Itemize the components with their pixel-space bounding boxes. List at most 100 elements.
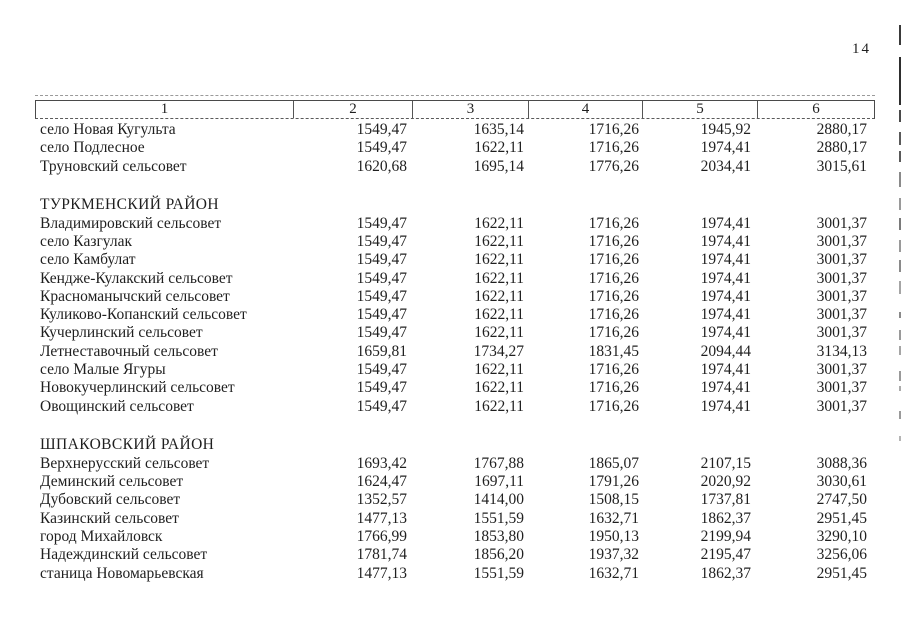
table-row: город Михайловск 1766,99 1853,80 1950,13 219… bbox=[35, 528, 875, 546]
tariff-value: 1624,47 bbox=[356, 473, 407, 491]
tariff-value: 1622,11 bbox=[474, 269, 524, 287]
table-row: село Подлесное 1549,47 1622,11 1716,26 1974,… bbox=[35, 139, 875, 157]
tariff-value: 1620,68 bbox=[356, 157, 407, 175]
tariff-value: 3015,61 bbox=[816, 157, 867, 175]
settlement-name: Дубовский сельсовет bbox=[40, 491, 181, 509]
tariff-value: 1549,47 bbox=[356, 214, 407, 232]
tariff-value: 1716,26 bbox=[588, 379, 639, 397]
scan-artifact-mark bbox=[899, 330, 901, 340]
scan-artifact-mark bbox=[899, 281, 901, 294]
tariff-value: 1716,26 bbox=[588, 324, 639, 342]
scan-artifact-mark bbox=[899, 411, 901, 419]
tariff-value: 2195,47 bbox=[700, 546, 751, 564]
tariff-value: 2880,17 bbox=[816, 139, 867, 157]
column-header-3: 3 bbox=[413, 101, 529, 118]
scan-artifact-mark bbox=[899, 172, 901, 187]
table-row: Красноманычский сельсовет 1549,47 1622,11 1… bbox=[35, 288, 875, 306]
table-spacer-row bbox=[35, 416, 875, 437]
tariff-value: 1776,26 bbox=[588, 157, 639, 175]
column-header-5: 5 bbox=[643, 101, 758, 118]
tariff-value: 1549,47 bbox=[356, 306, 407, 324]
tariff-value: 3001,37 bbox=[816, 214, 867, 232]
settlement-name: Кендже-Кулакский сельсовет bbox=[40, 269, 233, 287]
tariff-value: 3088,36 bbox=[816, 454, 867, 472]
scan-artifact-mark bbox=[899, 260, 901, 272]
tariff-value: 1716,26 bbox=[588, 251, 639, 269]
tariff-value: 3001,37 bbox=[816, 306, 867, 324]
tariff-value: 1716,26 bbox=[588, 287, 639, 305]
column-header-2: 2 bbox=[294, 101, 413, 118]
tariff-value: 1549,47 bbox=[356, 361, 407, 379]
tariff-value: 1734,27 bbox=[473, 342, 524, 360]
table-row: Кендже-Кулакский сельсовет 1549,47 1622,11… bbox=[35, 270, 875, 288]
tariff-value: 1622,11 bbox=[474, 324, 524, 342]
table-row: Верхнерусский сельсовет 1693,42 1767,88 186… bbox=[35, 455, 875, 473]
table-row: Дубовский сельсовет 1352,57 1414,00 1508,15… bbox=[35, 491, 875, 509]
tariff-value: 1974,41 bbox=[700, 251, 751, 269]
tariff-value: 1716,26 bbox=[588, 397, 639, 415]
tariff-value: 2747,50 bbox=[816, 491, 867, 509]
tariff-value: 3290,10 bbox=[816, 527, 867, 545]
settlement-name: город Михайловск bbox=[40, 527, 163, 545]
table-spacer-row bbox=[35, 176, 875, 197]
settlement-name: Деминский сельсовет bbox=[40, 473, 184, 491]
tariff-value: 1766,99 bbox=[356, 527, 407, 545]
tariff-value: 1974,41 bbox=[700, 139, 751, 157]
tariff-value: 1974,41 bbox=[700, 397, 751, 415]
tariff-value: 1853,80 bbox=[473, 527, 524, 545]
tariff-value: 1716,26 bbox=[588, 361, 639, 379]
scan-artifact-mark bbox=[899, 346, 901, 355]
settlement-name: Труновский сельсовет bbox=[40, 157, 187, 175]
scan-artifact-mark bbox=[899, 25, 901, 45]
tariff-value: 3001,37 bbox=[816, 287, 867, 305]
settlement-name: Надеждинский сельсовет bbox=[40, 546, 208, 564]
tariff-value: 1622,11 bbox=[474, 287, 524, 305]
table-row: Новокучерлинский сельсовет 1549,47 1622,11… bbox=[35, 379, 875, 397]
tariff-value: 1974,41 bbox=[700, 287, 751, 305]
tariff-value: 3001,37 bbox=[816, 269, 867, 287]
table-row: Куликово-Копанский сельсовет 1549,47 1622,… bbox=[35, 306, 875, 324]
scan-artifact-mark bbox=[899, 218, 901, 230]
tariff-value: 1950,13 bbox=[588, 527, 639, 545]
tariff-value: 1974,41 bbox=[700, 232, 751, 250]
table-row: село Малые Ягуры 1549,47 1622,11 1716,26 197… bbox=[35, 361, 875, 379]
tariff-value: 1549,47 bbox=[356, 269, 407, 287]
table-body: село Новая Кугульта 1549,47 1635,14 1716,26… bbox=[35, 119, 875, 583]
table-row: Труновский сельсовет 1620,68 1695,14 1776,2… bbox=[35, 158, 875, 176]
tariff-value: 1659,81 bbox=[356, 342, 407, 360]
tariff-value: 1716,26 bbox=[588, 121, 639, 138]
tariff-value: 1622,11 bbox=[474, 397, 524, 415]
scan-artifact-mark bbox=[899, 110, 901, 122]
tariff-value: 1622,11 bbox=[474, 214, 524, 232]
tariff-value: 1622,11 bbox=[474, 139, 524, 157]
scan-artifact-mark bbox=[899, 240, 901, 252]
tariff-value: 1549,47 bbox=[356, 251, 407, 269]
scan-artifact-mark bbox=[899, 132, 901, 145]
scan-artifact-mark bbox=[899, 436, 901, 441]
tariff-value: 1791,26 bbox=[588, 473, 639, 491]
tariff-value: 1937,32 bbox=[588, 546, 639, 564]
tariff-value: 1974,41 bbox=[700, 379, 751, 397]
column-header-4: 4 bbox=[529, 101, 643, 118]
tariff-value: 1716,26 bbox=[588, 214, 639, 232]
tariff-value: 1856,20 bbox=[473, 546, 524, 564]
tariff-value: 2094,44 bbox=[700, 342, 751, 360]
tariff-value: 1632,71 bbox=[588, 509, 639, 527]
settlement-name: Владимировский сельсовет bbox=[40, 214, 222, 232]
tariff-value: 1414,00 bbox=[473, 491, 524, 509]
tariff-value: 1549,47 bbox=[356, 324, 407, 342]
tariff-value: 1549,47 bbox=[356, 232, 407, 250]
tariff-value: 1974,41 bbox=[700, 324, 751, 342]
tariff-value: 1635,14 bbox=[473, 121, 524, 138]
table-row: станица Новомарьевская 1477,13 1551,59 1632… bbox=[35, 565, 875, 583]
table-row: Казинский сельсовет 1477,13 1551,59 1632,71… bbox=[35, 510, 875, 528]
table-row: село Камбулат 1549,47 1622,11 1716,26 1974,4… bbox=[35, 251, 875, 269]
tariff-value: 1622,11 bbox=[474, 361, 524, 379]
tariff-value: 1716,26 bbox=[588, 306, 639, 324]
tariff-value: 1622,11 bbox=[474, 251, 524, 269]
settlement-name: Овощинский сельсовет bbox=[40, 397, 194, 415]
tariff-value: 1622,11 bbox=[474, 379, 524, 397]
tariff-value: 1865,07 bbox=[588, 454, 639, 472]
